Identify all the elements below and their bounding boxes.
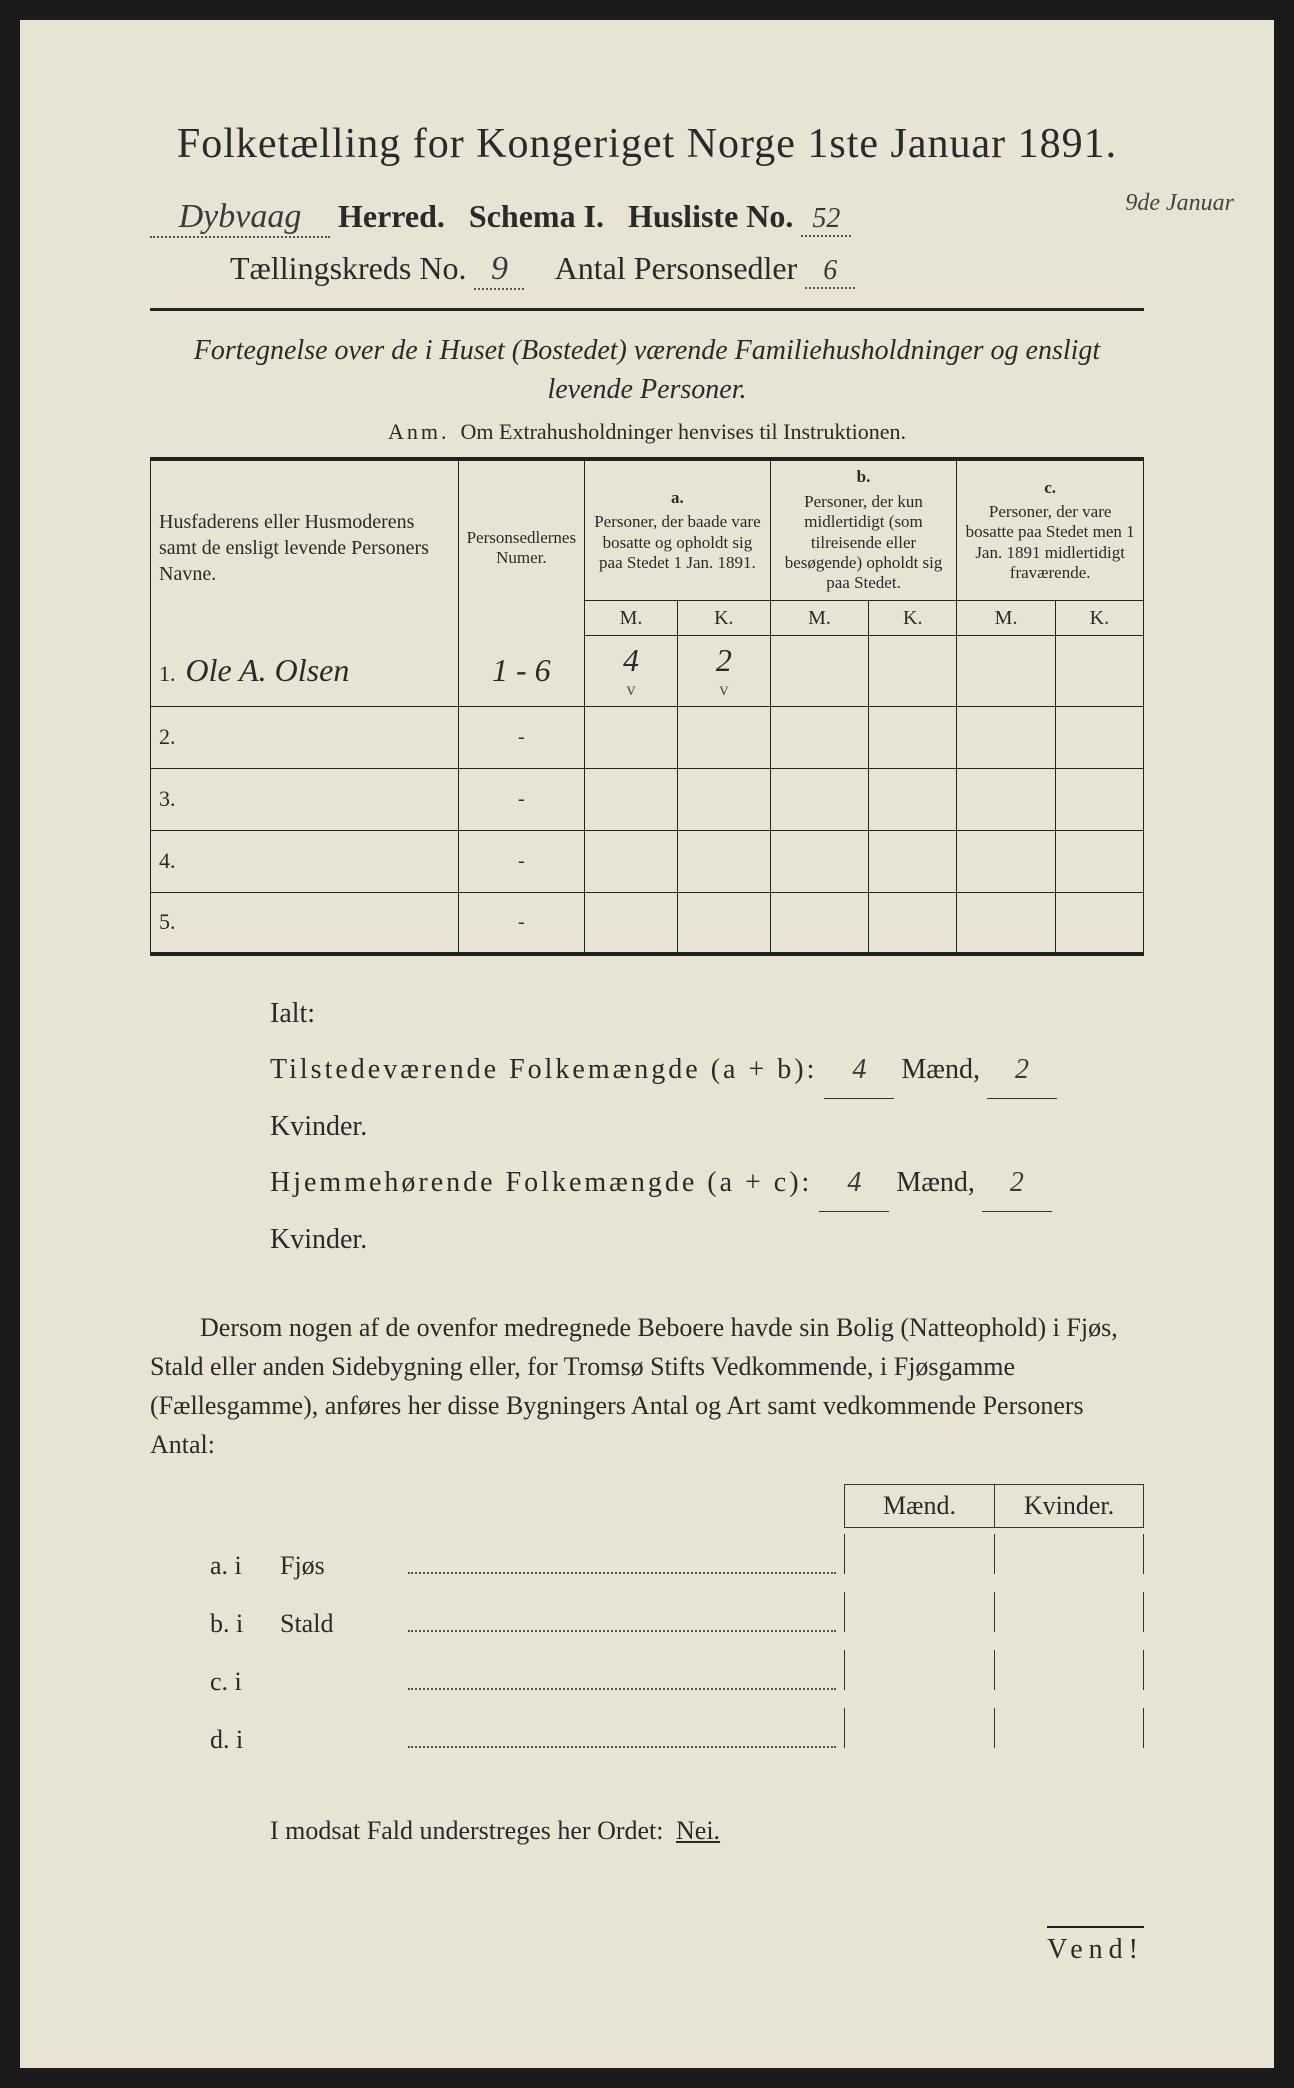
schema-label: Schema I. — [469, 198, 604, 234]
building-row-a: a. i Fjøs — [210, 1534, 1144, 1592]
kreds-label: Tællingskreds No. — [230, 250, 466, 286]
building-row-d: d. i — [210, 1708, 1144, 1766]
kvinder-col-header: Kvinder. — [994, 1484, 1144, 1528]
ialt-line-1: Tilstedeværende Folkemængde (a + b): 4 M… — [270, 1042, 1144, 1155]
antal-value: 6 — [805, 255, 855, 289]
husliste-value: 52 — [801, 203, 851, 237]
table-row: 2. - — [151, 706, 1144, 768]
herred-label: Herred. — [338, 198, 445, 234]
table-row: 3. - — [151, 768, 1144, 830]
th-c: c. Personer, der vare bosatte paa Stedet… — [957, 459, 1144, 600]
th-a-m: M. — [585, 600, 678, 635]
header-line-1: Dybvaag Herred. Schema I. Husliste No. 5… — [150, 198, 1144, 238]
anm-label: Anm. — [388, 419, 450, 444]
building-row-b: b. i Stald — [210, 1592, 1144, 1650]
building-row-c: c. i — [210, 1650, 1144, 1708]
husliste-label: Husliste No. — [628, 198, 793, 234]
census-form-page: Folketælling for Kongeriget Norge 1ste J… — [20, 20, 1274, 2068]
margin-date-note: 9de Januar — [1125, 190, 1234, 217]
herred-value: Dybvaag — [150, 198, 330, 238]
mk-header: Mænd. Kvinder. — [150, 1484, 1144, 1528]
nei-line: I modsat Fald understreges her Ordet: Ne… — [270, 1816, 1144, 1846]
header-line-2: Tællingskreds No. 9 Antal Personsedler 6 — [230, 250, 1144, 290]
ialt-line-2: Hjemmehørende Folkemængde (a + c): 4 Mæn… — [270, 1155, 1144, 1268]
table-row: 4. - — [151, 830, 1144, 892]
ialt-section: Ialt: Tilstedeværende Folkemængde (a + b… — [270, 986, 1144, 1268]
anm-line: Anm. Om Extrahusholdninger henvises til … — [150, 419, 1144, 445]
census-table: Husfaderens eller Husmoderens samt de en… — [150, 457, 1144, 956]
th-c-k: K. — [1055, 600, 1143, 635]
th-c-m: M. — [957, 600, 1055, 635]
table-row: 5. - — [151, 892, 1144, 954]
table-row: 1.Ole A. Olsen 1 - 6 4v 2v — [151, 635, 1144, 706]
kreds-value: 9 — [474, 250, 524, 290]
page-title: Folketælling for Kongeriget Norge 1ste J… — [150, 120, 1144, 168]
building-paragraph: Dersom nogen af de ovenfor medregnede Be… — [150, 1308, 1144, 1464]
th-numer: Personsedlernes Numer. — [458, 459, 585, 635]
table-body: 1.Ole A. Olsen 1 - 6 4v 2v 2. - 3. - 4. … — [151, 635, 1144, 954]
antal-label: Antal Personsedler — [555, 250, 798, 286]
ialt-label: Ialt: — [270, 986, 1144, 1042]
th-b-m: M. — [770, 600, 868, 635]
anm-text: Om Extrahusholdninger henvises til Instr… — [461, 419, 906, 444]
th-b: b. Personer, der kun midlertidigt (som t… — [770, 459, 957, 600]
nei-word: Nei. — [670, 1816, 726, 1845]
th-a: a. Personer, der baade vare bosatte og o… — [585, 459, 771, 600]
th-b-k: K. — [869, 600, 957, 635]
maend-col-header: Mænd. — [844, 1484, 994, 1528]
th-names: Husfaderens eller Husmoderens samt de en… — [151, 459, 459, 635]
vend-label: Vend! — [1047, 1926, 1144, 1966]
building-list: a. i Fjøs b. i Stald c. i d. i — [210, 1534, 1144, 1766]
subtitle: Fortegnelse over de i Huset (Bostedet) v… — [150, 331, 1144, 409]
th-a-k: K. — [677, 600, 770, 635]
divider — [150, 308, 1144, 311]
